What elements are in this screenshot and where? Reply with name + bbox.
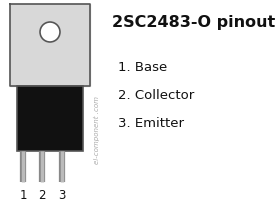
Text: 2: 2 (38, 188, 46, 201)
Polygon shape (10, 5, 90, 86)
Text: 1: 1 (19, 188, 27, 201)
Text: 3: 3 (58, 188, 66, 201)
Circle shape (40, 23, 60, 43)
Text: 2SC2483-O pinout: 2SC2483-O pinout (112, 14, 275, 29)
Bar (17, 86, 83, 151)
Text: 3. Emitter: 3. Emitter (118, 117, 184, 130)
Text: 2. Collector: 2. Collector (118, 89, 194, 102)
Text: 1. Base: 1. Base (118, 61, 167, 74)
Text: el-component .com: el-component .com (94, 95, 100, 163)
